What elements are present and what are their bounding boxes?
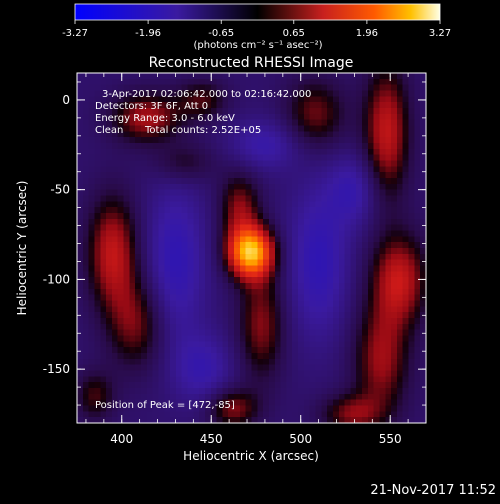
colorbar-tick-label: -1.96 [135,28,161,39]
plot-frame [76,72,427,424]
colorbar-units: (photons cm⁻² s⁻¹ asec⁻²) [193,40,322,51]
x-tick-label: 550 [379,432,402,446]
colorbar: -3.27 -1.96 -0.65 0.65 1.96 3.27 (photons cm⁻… [62,3,451,51]
annotation-peak: Position of Peak = [472,-85] [95,400,235,411]
y-tick-label: -100 [43,272,70,286]
y-axis: 0 -50 -100 -150 [43,81,426,424]
x-axis-label: Heliocentric X (arcsec) [183,449,319,463]
annotation-counts: Total counts: 2.52E+05 [144,125,261,136]
colorbar-tick-label: -3.27 [62,28,88,39]
x-tick-label: 500 [289,432,312,446]
chart-title: Reconstructed RHESSI Image [149,55,354,71]
colorbar-tick-label: 1.96 [356,28,378,39]
annotation-detectors: Detectors: 3F 6F, Att 0 [95,101,208,112]
footer-timestamp: 21-Nov-2017 11:52 [370,483,496,498]
y-axis-label: Heliocentric Y (arcsec) [15,181,29,316]
y-tick-label: -50 [50,183,70,197]
colorbar-gradient [74,3,441,21]
colorbar-ticks: -3.27 -1.96 -0.65 0.65 1.96 3.27 [62,20,451,39]
x-tick-label: 450 [200,432,223,446]
x-axis: 400 450 500 550 [85,73,427,446]
y-tick-label: 0 [62,93,70,107]
annotation-block: 3-Apr-2017 02:06:42.000 to 02:16:42.000 … [95,89,311,411]
heatmap-image [77,73,426,423]
x-tick-label: 400 [110,432,133,446]
y-tick-label: -150 [43,362,70,376]
colorbar-tick-label: 3.27 [429,28,451,39]
colorbar-tick-label: 0.65 [283,28,305,39]
annotation-time-range: 3-Apr-2017 02:06:42.000 to 02:16:42.000 [102,89,311,100]
annotation-clean: Clean [95,125,123,136]
annotation-energy: Energy Range: 3.0 - 6.0 keV [95,113,235,124]
colorbar-tick-label: -0.65 [208,28,234,39]
